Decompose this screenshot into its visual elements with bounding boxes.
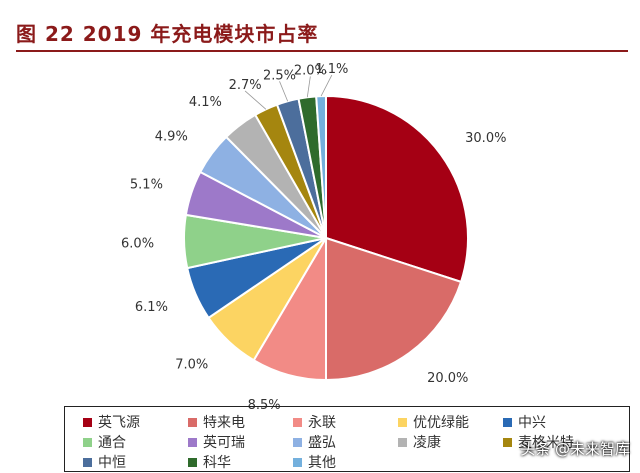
- data-label-2: 20.0%: [427, 371, 468, 386]
- legend-swatch: [188, 437, 197, 447]
- legend-swatch: [188, 417, 197, 427]
- legend-label: 通合: [98, 435, 126, 451]
- data-label-1: 30.0%: [465, 131, 506, 146]
- legend-label: 中兴: [518, 415, 546, 431]
- legend-label: 永联: [308, 415, 336, 431]
- leader-line-10: [244, 90, 267, 110]
- legend-swatch: [398, 437, 407, 447]
- legend-label: 凌康: [413, 435, 441, 451]
- chart-title: 图 22 2019 年充电模块市占率: [16, 22, 319, 46]
- data-label-13: 1.1%: [315, 62, 348, 77]
- legend-swatch: [83, 457, 92, 467]
- legend-item: 其他: [293, 452, 336, 471]
- legend-item: 永联: [293, 412, 336, 432]
- chart-header: 图 22 2019 年充电模块市占率: [16, 22, 628, 52]
- data-label-6: 6.0%: [121, 236, 154, 251]
- pie-slice-13: [315, 94, 327, 239]
- legend-label: 科华: [203, 455, 231, 471]
- pie-slice-2: [325, 236, 463, 382]
- legend-item: 科华: [188, 452, 231, 471]
- title-underline: [16, 50, 628, 52]
- legend-item: 特来电: [188, 412, 245, 432]
- data-label-8: 4.9%: [155, 130, 188, 145]
- legend-swatch: [503, 437, 512, 447]
- legend-item: 盛弘: [293, 432, 336, 452]
- leader-line-12: [306, 76, 311, 98]
- legend-item: 中兴: [503, 412, 546, 432]
- pie-leader-lines: [244, 74, 333, 110]
- legend-swatch: [293, 437, 302, 447]
- chart-legend: 英飞源 特来电 永联 优优绿能 中兴通合 英可瑞 盛弘 凌康 麦格米特中恒 科华 其他: [64, 406, 630, 472]
- data-label-12: 2.0%: [294, 63, 327, 78]
- legend-item: 英飞源: [83, 412, 140, 432]
- data-label-4: 7.0%: [175, 357, 208, 372]
- data-label-7: 5.1%: [130, 177, 163, 192]
- legend-item: 英可瑞: [188, 432, 245, 452]
- leader-line-13: [320, 74, 333, 97]
- legend-label: 英飞源: [98, 415, 140, 431]
- data-label-11: 2.5%: [263, 68, 296, 83]
- legend-swatch: [83, 437, 92, 447]
- legend-item: 中恒: [83, 452, 126, 471]
- pie-slices: [183, 94, 469, 382]
- legend-label: 其他: [308, 455, 336, 471]
- legend-swatch: [293, 457, 302, 467]
- legend-item: 通合: [83, 432, 126, 452]
- legend-label: 中恒: [98, 455, 126, 471]
- legend-label: 特来电: [203, 415, 245, 431]
- legend-label: 麦格米特: [518, 435, 574, 451]
- leader-line-11: [279, 81, 289, 102]
- pie-slice-1: [325, 94, 469, 284]
- legend-label: 盛弘: [308, 435, 336, 451]
- data-label-5: 6.1%: [135, 300, 168, 315]
- legend-swatch: [188, 457, 197, 467]
- data-label-9: 4.1%: [189, 95, 222, 110]
- legend-swatch: [293, 417, 302, 427]
- legend-label: 优优绿能: [413, 415, 469, 431]
- pie-data-labels: 30.0% 20.0% 8.5% 7.0% 6.1% 6.0% 5.1% 4.9% 4.1% 2.…: [121, 62, 506, 413]
- legend-swatch: [398, 417, 407, 427]
- legend-item: 优优绿能: [398, 412, 469, 432]
- legend-item: 麦格米特: [503, 432, 574, 452]
- legend-swatch: [83, 417, 92, 427]
- watermark: 头条 @未来智库: [520, 440, 630, 458]
- data-label-3: 8.5%: [248, 398, 281, 413]
- legend-swatch: [503, 417, 512, 427]
- legend-item: 凌康: [398, 432, 441, 452]
- data-label-10: 2.7%: [229, 78, 262, 93]
- legend-label: 英可瑞: [203, 435, 245, 451]
